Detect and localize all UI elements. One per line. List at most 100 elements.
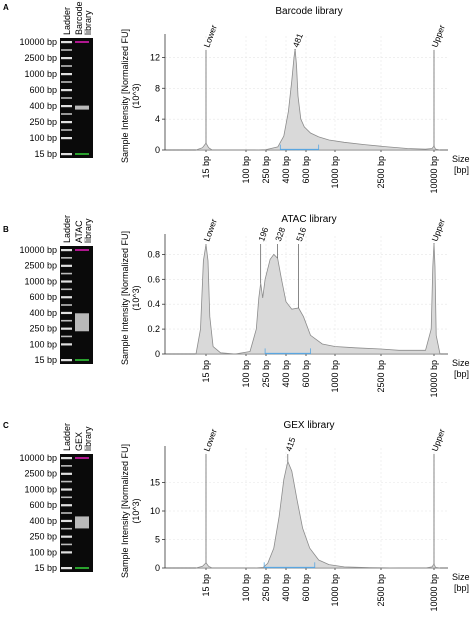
- lower-marker-band: [75, 359, 89, 361]
- panel-b-figure: B 10000 bp 2500 bp 1000 bp 600 bp 400 bp 250 …: [3, 214, 470, 398]
- sample-band: [75, 105, 89, 110]
- gel-a: 10000 bp 2500 bp 1000 bp 600 bp 400 bp 250 bp…: [19, 1, 93, 159]
- ladder-size-label: 2500 bp: [24, 469, 57, 479]
- ladder-band-minor: [61, 543, 72, 546]
- y-axis-unit: (10^3): [131, 285, 141, 310]
- ladder-band: [61, 264, 72, 267]
- ladder-band-minor: [61, 527, 72, 530]
- ladder-band-minor: [61, 304, 72, 306]
- x-tick-label: 10000 bp: [429, 156, 439, 194]
- ladder-band-minor: [61, 97, 72, 99]
- ladder-band-minor: [61, 113, 72, 115]
- ladder-size-label: 250 bp: [29, 324, 57, 334]
- peak-label: Upper: [429, 217, 446, 242]
- x-tick-label: 2500 bp: [376, 360, 386, 393]
- x-axis-unit: [bp]: [454, 583, 469, 593]
- ladder-band: [61, 57, 72, 60]
- peak-label: 328: [273, 226, 287, 243]
- upper-marker-band: [75, 457, 89, 459]
- x-tick-label: 600 bp: [301, 360, 311, 388]
- x-tick-label: 15 bp: [201, 574, 211, 597]
- gel-header-ladder: Ladder: [62, 7, 72, 35]
- y-tick-label: 0.6: [147, 274, 160, 284]
- ladder-size-label: 15 bp: [34, 355, 57, 365]
- gel-header-sample-line1: ATAC: [74, 220, 84, 243]
- ladder-size-label: 400 bp: [29, 308, 57, 318]
- x-tick-label: 100 bp: [241, 360, 251, 388]
- chart-b-title: ATAC library: [281, 214, 336, 225]
- y-tick-label: 10: [150, 506, 160, 516]
- lower-marker-band: [75, 153, 89, 155]
- gel-header-ladder: Ladder: [62, 215, 72, 243]
- ladder-band: [61, 567, 72, 570]
- x-tick-label: 100 bp: [241, 574, 251, 602]
- chart-a-plot: 0 4 8 12 Sample Intensity [Normalized FU] (10…: [120, 23, 470, 193]
- x-axis-title: Size: [452, 154, 470, 164]
- y-axis-unit: (10^3): [131, 498, 141, 523]
- chart-c-plot: 0 5 10 15 Sample Intensity [Normalized FU] (1…: [120, 427, 470, 611]
- x-tick-label: 15 bp: [201, 156, 211, 179]
- peak-label: Lower: [201, 427, 218, 452]
- y-axis-title: Sample Intensity [Normalized FU]: [120, 231, 130, 365]
- y-axis-title: Sample Intensity [Normalized FU]: [120, 444, 130, 578]
- ladder-band: [61, 457, 72, 460]
- x-tick-label: 10000 bp: [429, 360, 439, 398]
- y-axis-unit: (10^3): [131, 83, 141, 108]
- panel-b-letter: B: [3, 225, 9, 234]
- peak-label: 196: [256, 226, 270, 243]
- chart-b-plot: 0 0.2 0.4 0.6 0.8 Sample Intensity [Normalize…: [120, 217, 470, 397]
- panel-a: A 10000 bp 2500 bp 1000 bp 600 bp 400 bp 250 …: [0, 0, 474, 206]
- x-tick-label: 1000 bp: [330, 574, 340, 607]
- panel-c-figure: C 10000 bp 2500 bp 1000 bp 600 bp 400 bp 250 …: [3, 420, 470, 612]
- ladder-band: [61, 296, 72, 299]
- ladder-band: [61, 249, 72, 252]
- ladder-size-label: 2500 bp: [24, 53, 57, 63]
- ladder-band: [61, 551, 72, 554]
- trace-area: [195, 460, 441, 569]
- ladder-size-label: 1000 bp: [24, 484, 57, 494]
- panel-a-letter: A: [3, 3, 9, 12]
- ladder-size-label: 15 bp: [34, 149, 57, 159]
- gel-header-ladder: Ladder: [62, 423, 72, 451]
- gel-header-sample-line2: library: [83, 218, 93, 243]
- y-tick-label: 0: [155, 349, 160, 359]
- y-tick-label: 5: [155, 535, 160, 545]
- ladder-band-minor: [61, 288, 72, 291]
- x-tick-label: 100 bp: [241, 156, 251, 184]
- x-tick-label: 1000 bp: [330, 156, 340, 189]
- ladder-band: [61, 105, 72, 108]
- ladder-band-minor: [61, 512, 72, 514]
- y-tick-label: 8: [155, 83, 160, 93]
- x-tick-label: 250 bp: [261, 156, 271, 184]
- gel-header-sample-line2: library: [83, 426, 93, 451]
- ladder-size-label: 250 bp: [29, 532, 57, 542]
- lower-marker-band: [75, 567, 89, 569]
- x-tick-label: 250 bp: [261, 360, 271, 388]
- ladder-band: [61, 343, 72, 346]
- gel-c: 10000 bp 2500 bp 1000 bp 600 bp 400 bp 250 bp…: [19, 423, 93, 573]
- ladder-size-label: 1000 bp: [24, 69, 57, 79]
- ladder-band: [61, 89, 72, 92]
- ladder-band: [61, 535, 72, 538]
- ladder-band-minor: [61, 49, 72, 51]
- x-tick-label: 1000 bp: [330, 360, 340, 393]
- ladder-band: [61, 311, 72, 315]
- x-axis-unit: [bp]: [454, 165, 469, 175]
- peak-label: Upper: [429, 23, 446, 48]
- chart-c-title: GEX library: [283, 420, 334, 431]
- x-axis-title: Size: [452, 572, 470, 582]
- ladder-band-minor: [61, 480, 72, 483]
- ladder-band: [61, 359, 72, 362]
- ladder-size-label: 10000 bp: [19, 245, 57, 255]
- x-tick-label: 10000 bp: [429, 574, 439, 612]
- x-tick-label: 400 bp: [281, 156, 291, 184]
- ladder-size-label: 2500 bp: [24, 261, 57, 271]
- x-axis-title: Size: [452, 358, 470, 368]
- ladder-band-minor: [61, 257, 72, 259]
- ladder-band: [61, 519, 72, 523]
- ladder-band: [61, 73, 72, 76]
- ladder-size-label: 400 bp: [29, 516, 57, 526]
- y-tick-label: 0: [155, 145, 160, 155]
- ladder-band-minor: [61, 319, 72, 322]
- panel-a-figure: A 10000 bp 2500 bp 1000 bp 600 bp 400 bp 250 …: [3, 1, 470, 193]
